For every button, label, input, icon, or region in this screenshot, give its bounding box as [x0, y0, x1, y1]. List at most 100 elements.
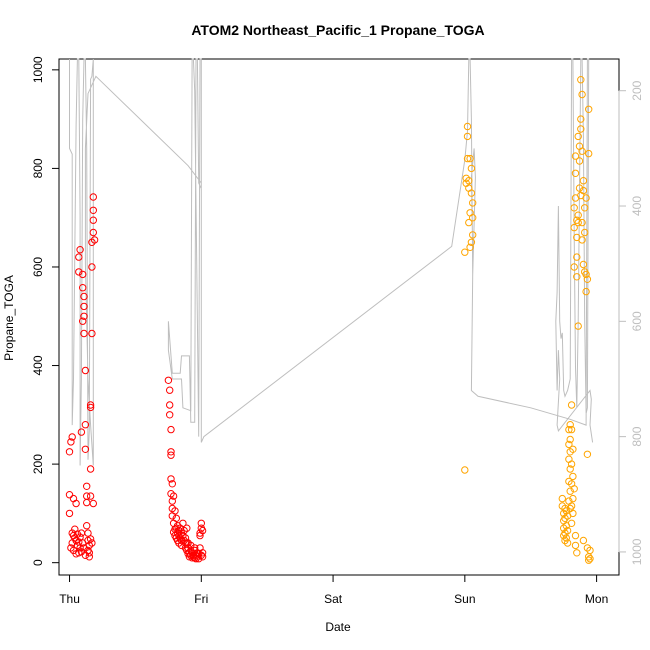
- data-point-orange: [574, 218, 582, 227]
- data-point-orange: [570, 223, 578, 232]
- data-point-orange: [463, 122, 472, 131]
- data-point-red: [80, 329, 88, 338]
- data-point-red: [86, 492, 95, 500]
- data-point-orange: [463, 132, 472, 141]
- data-point-red: [198, 549, 207, 557]
- y2-tick-label: 200: [630, 80, 644, 100]
- data-point-orange: [570, 263, 578, 271]
- data-point-red: [83, 522, 91, 530]
- data-point-orange: [567, 401, 576, 409]
- data-point-red: [167, 475, 175, 483]
- data-point-orange: [469, 214, 477, 222]
- chart-title: ATOM2 Northeast_Pacific_1 Propane_TOGA: [191, 22, 484, 38]
- data-point-orange: [467, 164, 476, 173]
- data-point-red: [77, 529, 86, 537]
- data-point-red: [166, 411, 174, 419]
- data-points-group: [65, 76, 594, 564]
- data-point-red: [198, 553, 207, 561]
- data-point-red: [89, 228, 98, 237]
- y-axis-label: Propane_TOGA: [2, 275, 16, 361]
- data-point-orange: [566, 435, 574, 444]
- data-point-orange: [585, 556, 593, 564]
- data-point-orange: [585, 105, 593, 114]
- data-point-red: [69, 494, 78, 503]
- data-point-red: [86, 535, 95, 543]
- data-point-red: [85, 549, 94, 557]
- data-point-orange: [465, 177, 473, 185]
- data-point-red: [167, 448, 175, 456]
- data-point-red: [169, 492, 178, 500]
- data-point-red: [80, 302, 88, 311]
- data-point-orange: [469, 199, 477, 207]
- data-point-orange: [573, 549, 581, 557]
- data-point-red: [81, 445, 90, 453]
- data-point-red: [171, 507, 179, 515]
- data-point-red: [75, 268, 83, 276]
- data-point-red: [67, 544, 75, 552]
- data-point-orange: [463, 154, 472, 163]
- data-point-orange: [561, 514, 569, 522]
- data-point-orange: [574, 322, 582, 330]
- y-tick-label: 1000: [31, 56, 45, 83]
- data-point-orange: [575, 157, 584, 165]
- data-point-red: [90, 236, 99, 244]
- data-point-orange: [573, 273, 581, 281]
- plot-frame: [58, 58, 620, 576]
- data-point-red: [89, 206, 98, 215]
- data-point-orange: [567, 460, 576, 468]
- data-point-orange: [565, 440, 573, 449]
- data-point-orange: [566, 465, 574, 473]
- data-point-red: [88, 539, 96, 547]
- data-point-orange: [569, 494, 577, 503]
- data-point-red: [88, 263, 96, 271]
- x-tick-label: Thu: [59, 592, 80, 606]
- data-point-orange: [565, 455, 573, 463]
- data-point-orange: [571, 152, 580, 160]
- data-point-orange: [579, 260, 588, 269]
- data-point-red: [68, 433, 76, 441]
- data-point-orange: [578, 236, 586, 244]
- data-point-orange: [569, 472, 577, 481]
- data-point-red: [84, 529, 92, 537]
- data-point-red: [198, 526, 207, 535]
- data-point-red: [86, 403, 95, 412]
- data-point-orange: [570, 485, 578, 493]
- data-point-red: [81, 421, 90, 429]
- x-tick-label: Sun: [454, 592, 475, 606]
- data-point-orange: [560, 509, 568, 518]
- x-tick-label: Fri: [194, 592, 208, 606]
- data-point-orange: [582, 287, 590, 296]
- y-tick-label: 200: [31, 454, 45, 474]
- data-point-red: [88, 329, 96, 338]
- data-point-red: [89, 216, 98, 224]
- data-point-orange: [575, 184, 584, 192]
- data-point-red: [67, 438, 75, 446]
- x-axis-label: Date: [325, 620, 351, 634]
- data-point-orange: [579, 177, 588, 185]
- data-point-orange: [581, 228, 589, 237]
- data-point-orange: [566, 487, 574, 495]
- data-point-red: [79, 284, 87, 292]
- data-point-orange: [562, 534, 570, 542]
- data-point-orange: [567, 502, 576, 510]
- altitude-line: [69, 58, 594, 466]
- data-point-orange: [467, 189, 476, 197]
- data-point-orange: [567, 519, 576, 527]
- data-point-orange: [465, 218, 473, 227]
- data-point-orange: [577, 115, 585, 123]
- data-point-orange: [570, 204, 578, 212]
- data-point-orange: [578, 147, 586, 155]
- data-point-orange: [574, 211, 582, 219]
- data-point-orange: [467, 238, 476, 247]
- data-point-red: [196, 529, 204, 537]
- y2-tick-label: 400: [630, 196, 644, 216]
- data-point-red: [76, 533, 84, 541]
- y-tick-label: 800: [31, 158, 45, 178]
- data-point-red: [179, 531, 187, 540]
- data-point-red: [65, 491, 74, 499]
- x-tick-label: Mon: [585, 592, 608, 606]
- data-point-orange: [581, 204, 589, 212]
- data-point-orange: [586, 546, 594, 555]
- data-point-red: [83, 482, 91, 490]
- y-tick-label: 600: [31, 257, 45, 277]
